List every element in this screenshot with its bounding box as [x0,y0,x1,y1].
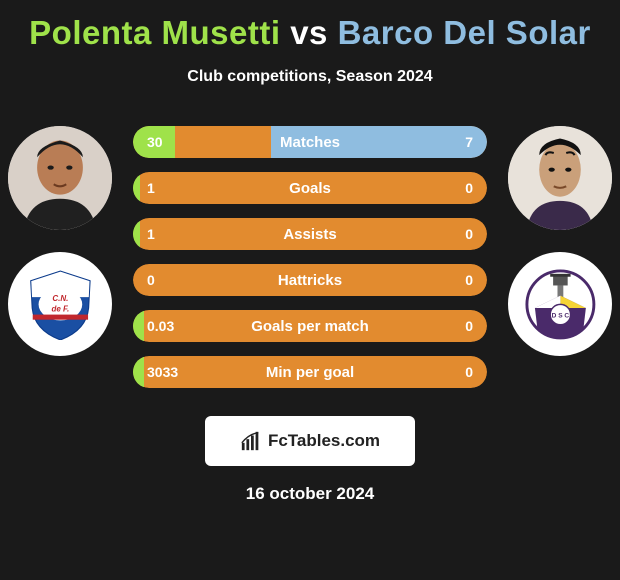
stat-bar: 1Goals0 [133,172,487,204]
stat-label: Assists [197,226,423,243]
stat-value-right: 0 [423,318,473,334]
stat-value-right: 0 [423,272,473,288]
stat-bar: 1Assists0 [133,218,487,250]
right-column: D S C [505,126,615,356]
shield-icon: D S C [524,268,597,341]
club-left-badge: C.N. de F. [8,252,112,356]
source-logo: FcTables.com [205,416,415,466]
footer-date: 16 october 2024 [0,484,620,504]
stat-value-left: 1 [147,226,197,242]
stat-fill-left [133,310,144,342]
stat-bar: 3033Min per goal0 [133,356,487,388]
source-logo-text: FcTables.com [268,431,380,451]
stat-bar: 0Hattricks0 [133,264,487,296]
stat-value-right: 0 [423,226,473,242]
stat-label: Min per goal [197,364,423,381]
stat-value-right: 7 [423,134,473,150]
left-column: C.N. de F. [5,126,115,356]
title-player-left: Polenta Musetti [29,14,280,51]
stat-value-left: 3033 [147,364,197,380]
comparison-body: C.N. de F. 30Matches71Goals01Assists00Ha… [0,126,620,388]
stat-value-left: 0.03 [147,318,197,334]
player-left-avatar [8,126,112,230]
title-vs: vs [290,14,328,51]
svg-text:D S C: D S C [551,312,569,319]
stat-value-left: 1 [147,180,197,196]
stat-label: Goals [197,180,423,197]
person-icon [508,126,612,230]
stat-bar: 0.03Goals per match0 [133,310,487,342]
shield-icon: C.N. de F. [24,268,97,341]
stat-value-right: 0 [423,180,473,196]
player-right-avatar [508,126,612,230]
page-title: Polenta Musetti vs Barco Del Solar [0,14,620,52]
chart-bars-icon [240,430,262,452]
stat-fill-left [133,218,140,250]
title-player-right: Barco Del Solar [338,14,591,51]
stat-fill-left [133,356,144,388]
comparison-card: Polenta Musetti vs Barco Del Solar Club … [0,0,620,580]
subtitle: Club competitions, Season 2024 [0,68,620,86]
stat-bar: 30Matches7 [133,126,487,158]
club-right-badge: D S C [508,252,612,356]
stat-value-right: 0 [423,364,473,380]
stat-label: Hattricks [197,272,423,289]
person-icon [8,126,112,230]
svg-text:C.N.: C.N. [52,293,68,302]
stat-value-left: 30 [147,134,197,150]
stats-column: 30Matches71Goals01Assists00Hattricks00.0… [133,126,487,388]
stat-label: Goals per match [197,318,423,335]
svg-text:de F.: de F. [51,304,69,313]
stat-value-left: 0 [147,272,197,288]
stat-label: Matches [197,134,423,151]
stat-fill-left [133,172,140,204]
